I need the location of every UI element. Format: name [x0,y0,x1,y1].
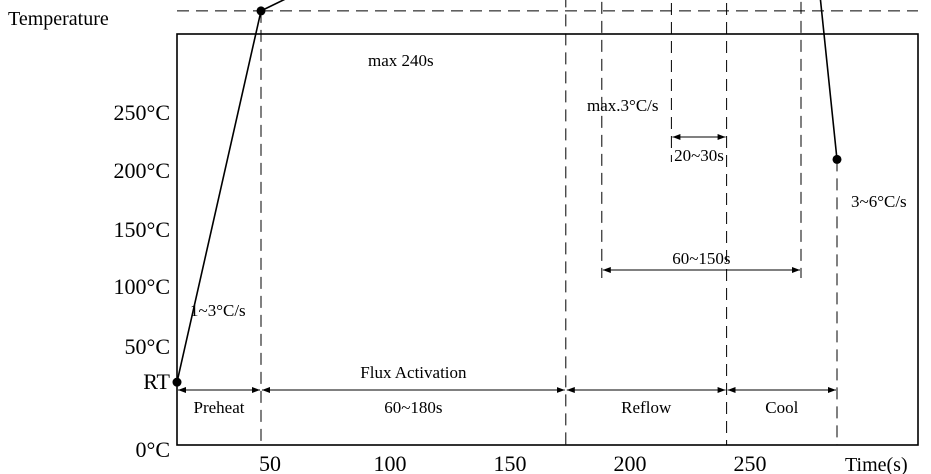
reflow-ramp-label: max.3°C/s [587,96,659,115]
phase-label: Preheat [194,398,245,417]
y-tick-label: 150°C [114,217,170,242]
profile-point [172,377,182,387]
point-labels: 150200217255260255217 [247,0,273,2]
y-tick-label: RT [143,369,170,394]
x-tick-label: 200 [614,451,647,474]
profile-curve [172,0,842,387]
x-tick-labels: 50 100 150 200 250 [259,451,767,474]
y-tick-labels: 0°C RT 50°C 100°C 150°C 200°C 250°C [114,100,171,462]
x-tick-label: 50 [259,451,281,474]
plot-frame [176,33,919,446]
profile-segment [176,10,262,383]
measure-arrows: 20~30s 60~150s [602,134,800,273]
y-tick-label: 200°C [114,158,170,183]
profile-point [256,6,266,16]
y-tick-label: 100°C [114,274,170,299]
phase-label: Reflow [621,398,672,417]
peak-window-label: 20~30s [674,146,724,165]
point-label: 150 [247,0,273,2]
cool-ramp-label: 3~6°C/s [851,192,907,211]
phase-title: Flux Activation [360,363,467,382]
max-time-label: max 240s [368,51,434,70]
guide-lines [177,0,918,445]
x-tick-label: 150 [494,451,527,474]
profile-segment [260,0,286,12]
profile-segment [819,0,838,160]
phase-bar: Preheat 60~180s Flux Activation Reflow Cool [178,363,836,417]
y-axis-title: Temperature [8,8,109,30]
ramp-annotations: max 240s max.3°C/s 1~3°C/s 3~6°C/s [190,51,907,320]
y-tick-label: 250°C [114,100,170,125]
phase-label: Cool [765,398,798,417]
above-217-label: 60~150s [672,249,730,268]
phase-label: 60~180s [384,398,442,417]
x-tick-label: 250 [734,451,767,474]
ramp-up-label: 1~3°C/s [190,301,246,320]
x-axis-title: Time(s) [845,454,908,474]
y-tick-label: 0°C [136,437,170,462]
profile-point [832,154,842,164]
x-tick-label: 100 [374,451,407,474]
y-tick-label: 50°C [125,334,170,359]
